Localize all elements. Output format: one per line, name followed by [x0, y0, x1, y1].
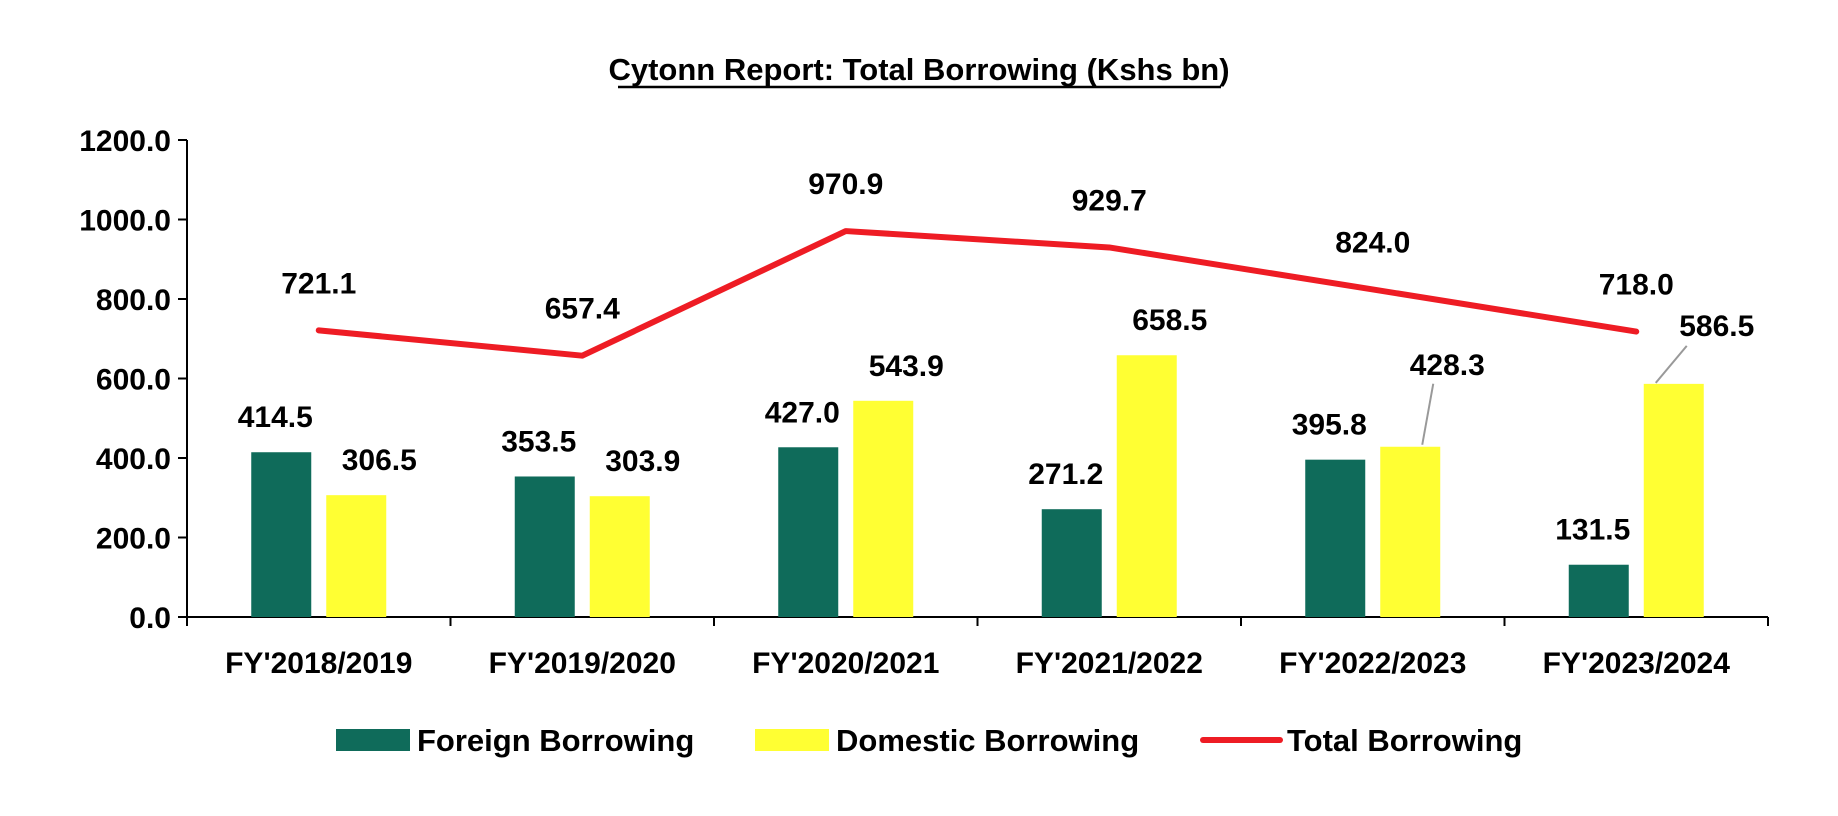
x-tick-label: FY'2022/2023: [1279, 647, 1466, 680]
legend-label-domestic: Domestic Borrowing: [836, 723, 1139, 758]
data-label-foreign: 131.5: [1555, 514, 1630, 547]
data-label-domestic: 303.9: [605, 445, 680, 478]
x-tick-label: FY'2023/2024: [1543, 647, 1731, 680]
chart-title: Cytonn Report: Total Borrowing (Kshs bn): [608, 52, 1229, 87]
data-label-domestic: 658.5: [1132, 304, 1207, 337]
data-label-domestic: 543.9: [869, 350, 944, 383]
bar-foreign: [514, 476, 575, 617]
data-label-total: 718.0: [1599, 269, 1674, 302]
data-label-domestic: 306.5: [342, 444, 417, 477]
bars: [251, 355, 1704, 617]
y-tick-label: 600.0: [96, 364, 171, 397]
data-label-foreign: 427.0: [765, 396, 840, 429]
legend-swatch-domestic: [755, 729, 829, 751]
data-label-foreign: 414.5: [238, 401, 313, 434]
y-tick-label: 0.0: [129, 602, 171, 635]
legend-swatch-foreign: [336, 729, 410, 751]
leader-line: [1421, 383, 1435, 445]
total-borrowing-line: [315, 228, 1640, 359]
y-tick-label: 1200.0: [79, 125, 171, 158]
x-tick-label: FY'2021/2022: [1016, 647, 1203, 680]
data-label-domestic: 586.5: [1679, 310, 1754, 343]
y-tick-label: 400.0: [96, 443, 171, 476]
data-label-foreign: 271.2: [1028, 458, 1103, 491]
leader-line: [1654, 345, 1688, 384]
bar-foreign: [1568, 564, 1629, 617]
data-label-total: 929.7: [1072, 184, 1147, 217]
y-tick-label: 800.0: [96, 284, 171, 317]
legend-label-foreign: Foreign Borrowing: [417, 723, 694, 758]
total-line: [315, 228, 1640, 359]
bar-domestic: [1380, 446, 1441, 617]
data-label-foreign: 395.8: [1292, 409, 1367, 442]
legend: Foreign Borrowing Domestic Borrowing Tot…: [336, 723, 1522, 758]
x-tick-label: FY'2018/2019: [225, 647, 412, 680]
data-label-foreign: 353.5: [501, 425, 576, 458]
bar-domestic: [1643, 383, 1704, 617]
y-tick-label: 200.0: [96, 523, 171, 556]
bar-domestic: [1116, 355, 1177, 617]
bar-foreign: [251, 452, 312, 617]
y-axis-ticks: 0.0 200.0 400.0 600.0 800.0 1000.0 1200.0: [79, 125, 187, 635]
data-label-total: 970.9: [808, 168, 883, 201]
bar-foreign: [1041, 509, 1102, 617]
bar-foreign: [778, 447, 839, 617]
y-tick-label: 1000.0: [79, 205, 171, 238]
bar-domestic: [853, 400, 914, 617]
data-label-total: 824.0: [1335, 226, 1410, 259]
data-labels: 414.5 306.5 353.5 303.9 427.0 543.9 271.2 658.5…: [238, 168, 1755, 547]
x-tick-label: FY'2020/2021: [752, 647, 939, 680]
bar-foreign: [1305, 459, 1366, 617]
data-label-total: 721.1: [281, 267, 356, 300]
data-label-total: 657.4: [545, 293, 620, 326]
legend-label-total: Total Borrowing: [1287, 723, 1522, 758]
x-axis-ticks: FY'2018/2019 FY'2019/2020 FY'2020/2021 FY'2…: [186, 617, 1769, 680]
data-label-domestic: 428.3: [1410, 349, 1485, 382]
bar-domestic: [326, 495, 387, 617]
bar-domestic: [589, 496, 650, 617]
x-tick-label: FY'2019/2020: [489, 647, 676, 680]
